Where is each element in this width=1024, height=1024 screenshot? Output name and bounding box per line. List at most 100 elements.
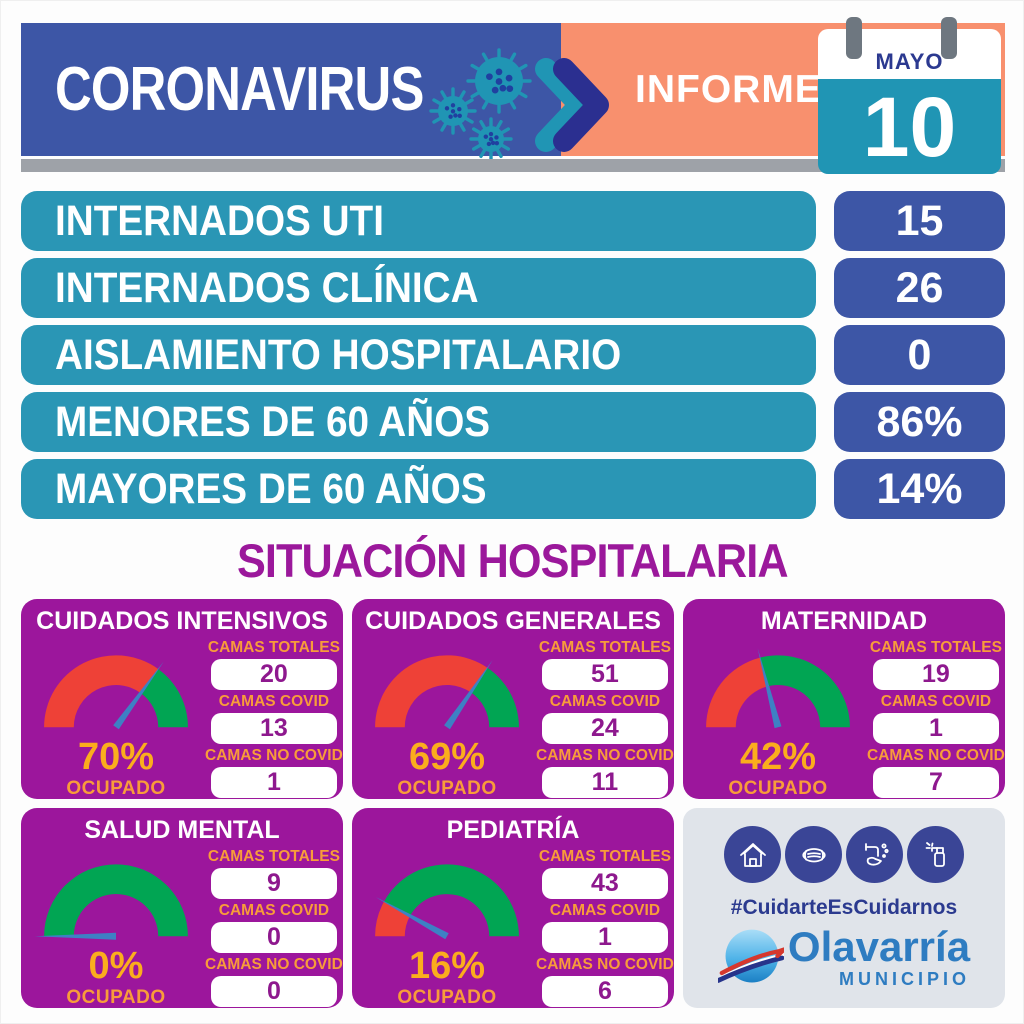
bed-count-value: 24 [541, 713, 668, 744]
stat-label: MENORES DE 60 AÑOS [21, 392, 816, 452]
occupancy-gauge [44, 655, 188, 730]
bed-count-value: 7 [872, 767, 999, 798]
calendar-day: 10 [862, 79, 957, 174]
stat-label: INTERNADOS CLÍNICA [21, 258, 816, 318]
stat-value-chip: 26 [834, 258, 1005, 318]
gauge-column: 69% OCUPADO [358, 636, 536, 799]
house-icon [724, 826, 781, 883]
hospital-cards-grid: CUIDADOS INTENSIVOS 70% OCUPADO CAMAS TOTAL… [21, 599, 1005, 1008]
gauge-column: 42% OCUPADO [689, 636, 867, 799]
logo-subtitle: MUNICIPIO [839, 969, 971, 989]
stat-label: INTERNADOS UTI [21, 191, 816, 251]
stat-row: INTERNADOS CLÍNICA 26 [21, 258, 1005, 318]
report-label: INFORME [635, 67, 822, 111]
bed-count-label: CAMAS TOTALES [869, 639, 1002, 656]
hospital-card: CUIDADOS INTENSIVOS 70% OCUPADO CAMAS TOTAL… [21, 599, 343, 799]
bed-count-label: CAMAS COVID [549, 693, 661, 710]
stat-label: MAYORES DE 60 AÑOS [21, 459, 816, 519]
calendar-month: MAYO [875, 49, 944, 74]
bed-count-label: CAMAS TOTALES [207, 639, 340, 656]
card-body: 42% OCUPADO CAMAS TOTALES 19 CAMAS COVID 1 CAM… [683, 636, 1005, 799]
section-title: SITUACIÓN HOSPITALARIA [1, 533, 1023, 588]
card-title: CUIDADOS INTENSIVOS [36, 607, 328, 635]
occupancy-percent: 69% [408, 736, 486, 778]
bed-count-label: CAMAS TOTALES [207, 848, 340, 865]
occupied-label: OCUPADO [66, 778, 166, 799]
beds-column: CAMAS TOTALES 51 CAMAS COVID 24 CAMAS NO COV… [536, 636, 674, 799]
hospital-card: PEDIATRÍA 16% OCUPADO CAMAS TOTALES 43 CAMAS … [352, 808, 674, 1008]
hospital-card: MATERNIDAD 42% OCUPADO CAMAS TOTALES 19 CAMAS… [683, 599, 1005, 799]
bed-count-label: CAMAS COVID [218, 693, 330, 710]
beds-column: CAMAS TOTALES 20 CAMAS COVID 13 CAMAS NO COV… [205, 636, 343, 799]
logo-name: Olavarría [787, 923, 971, 970]
calendar-ring-left [846, 17, 862, 59]
virus-icon [429, 48, 532, 159]
stat-row: MAYORES DE 60 AÑOS 14% [21, 459, 1005, 519]
bed-count-value: 13 [210, 713, 337, 744]
stats-list: INTERNADOS UTI 15 INTERNADOS CLÍNICA 26 AISL… [21, 191, 1005, 526]
occupied-label: OCUPADO [728, 778, 828, 799]
stat-label: AISLAMIENTO HOSPITALARIO [21, 325, 816, 385]
hospital-card: CUIDADOS GENERALES 69% OCUPADO CAMAS TOTALE… [352, 599, 674, 799]
calendar-day-panel: 10 [818, 79, 1001, 174]
stat-row: INTERNADOS UTI 15 [21, 191, 1005, 251]
bed-count-value: 9 [210, 868, 337, 899]
header-left-panel: CORONAVIRUS [21, 23, 561, 159]
stat-value-chip: 14% [834, 459, 1005, 519]
gauge-needle [375, 897, 449, 940]
olavarria-logo-icon [717, 929, 784, 983]
prevention-icons-row [724, 826, 964, 883]
gauge-column: 70% OCUPADO [27, 636, 205, 799]
bed-count-label: CAMAS COVID [880, 693, 992, 710]
face-mask-icon [785, 826, 842, 883]
occupancy-gauge [375, 864, 519, 940]
gauge-needle [113, 661, 164, 730]
bed-count-value: 0 [210, 922, 337, 953]
stat-row: MENORES DE 60 AÑOS 86% [21, 392, 1005, 452]
calendar-ring-right [941, 17, 957, 59]
bed-count-value: 1 [541, 922, 668, 953]
bed-count-label: CAMAS NO COVID [867, 747, 1005, 764]
occupancy-gauge [375, 655, 519, 730]
logo-text: Olavarría MUNICIPIO [787, 923, 971, 989]
bed-count-value: 1 [210, 767, 337, 798]
occupancy-gauge [706, 648, 850, 729]
gauge-needle [34, 932, 116, 940]
prevention-info-card: #CuidarteEsCuidarnos Olavarría MUNICIPI [683, 808, 1005, 1008]
card-title: CUIDADOS GENERALES [365, 607, 661, 635]
beds-column: CAMAS TOTALES 9 CAMAS COVID 0 CAMAS NO COVID… [205, 845, 343, 1008]
occupied-label: OCUPADO [397, 987, 497, 1008]
gauge-column: 16% OCUPADO [358, 845, 536, 1008]
bed-count-value: 51 [541, 659, 668, 690]
card-body: 69% OCUPADO CAMAS TOTALES 51 CAMAS COVID 24 CA… [352, 636, 674, 799]
bed-count-value: 43 [541, 868, 668, 899]
occupied-label: OCUPADO [397, 778, 497, 799]
occupancy-gauge [34, 864, 188, 940]
stat-value-chip: 15 [834, 191, 1005, 251]
gauge-needle [757, 648, 782, 729]
calendar-icon: MAYO 10 [818, 17, 1001, 174]
bed-count-label: CAMAS TOTALES [538, 639, 671, 656]
occupancy-percent: 42% [739, 736, 817, 778]
bed-count-value: 1 [872, 713, 999, 744]
card-body: 16% OCUPADO CAMAS TOTALES 43 CAMAS COVID 1 CAM… [352, 845, 674, 1008]
double-chevron-right-icon [535, 58, 609, 152]
occupancy-percent: 16% [408, 945, 486, 987]
occupancy-percent: 0% [88, 945, 144, 987]
bed-count-label: CAMAS NO COVID [205, 956, 343, 973]
stat-value-chip: 86% [834, 392, 1005, 452]
gauge-needle [444, 660, 493, 730]
bed-count-label: CAMAS NO COVID [205, 747, 343, 764]
section-title-text: SITUACIÓN HOSPITALARIA [236, 534, 789, 587]
bed-count-value: 6 [541, 976, 668, 1007]
bed-count-label: CAMAS NO COVID [536, 747, 674, 764]
bed-count-label: CAMAS COVID [549, 902, 661, 919]
handwash-icon [846, 826, 903, 883]
bed-count-value: 11 [541, 767, 668, 798]
bed-count-value: 19 [872, 659, 999, 690]
bed-count-label: CAMAS NO COVID [536, 956, 674, 973]
card-body: 0% OCUPADO CAMAS TOTALES 9 CAMAS COVID 0 CAMAS… [21, 845, 343, 1008]
stat-row: AISLAMIENTO HOSPITALARIO 0 [21, 325, 1005, 385]
page-title: CORONAVIRUS [55, 55, 424, 124]
